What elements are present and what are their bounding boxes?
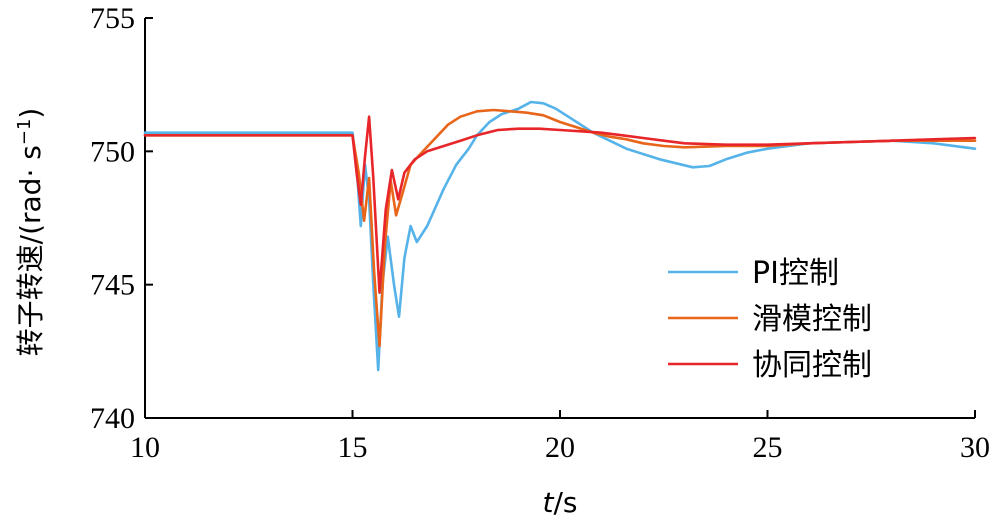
- legend-label-sliding-mode: 滑模控制: [752, 302, 872, 337]
- y-tick-label: 755: [90, 2, 135, 35]
- plot-area: 10 15 20 25 30 740 745 750 755: [90, 2, 990, 464]
- legend-label-pi: PI控制: [752, 256, 839, 291]
- y-axis-title-main: 转子转速/(rad· s: [14, 145, 47, 356]
- x-tick-label: 30: [960, 431, 990, 464]
- legend: PI控制 滑模控制 协同控制: [668, 256, 872, 383]
- y-tick-label: 745: [90, 269, 135, 302]
- x-tick-label: 25: [753, 431, 783, 464]
- y-tick-label: 750: [90, 135, 135, 168]
- x-axis-title-var: t: [542, 486, 554, 519]
- x-tick-label: 20: [545, 431, 575, 464]
- ticks: 10 15 20 25 30 740 745 750 755: [90, 2, 990, 464]
- series-line-2: [143, 115, 977, 294]
- y-axis-title: 转子转速/(rad· s−1): [14, 108, 47, 357]
- x-axis-title-unit: /s: [553, 486, 577, 519]
- series: [143, 100, 977, 372]
- x-axis-title: t/s: [542, 486, 577, 519]
- y-axis-title-close: ): [14, 108, 47, 119]
- y-axis-title-superscript: −1: [14, 119, 35, 146]
- x-tick-label: 10: [130, 431, 160, 464]
- x-tick-label: 15: [338, 431, 368, 464]
- y-tick-label: 740: [90, 402, 135, 435]
- legend-label-coordinated: 协同控制: [752, 348, 872, 383]
